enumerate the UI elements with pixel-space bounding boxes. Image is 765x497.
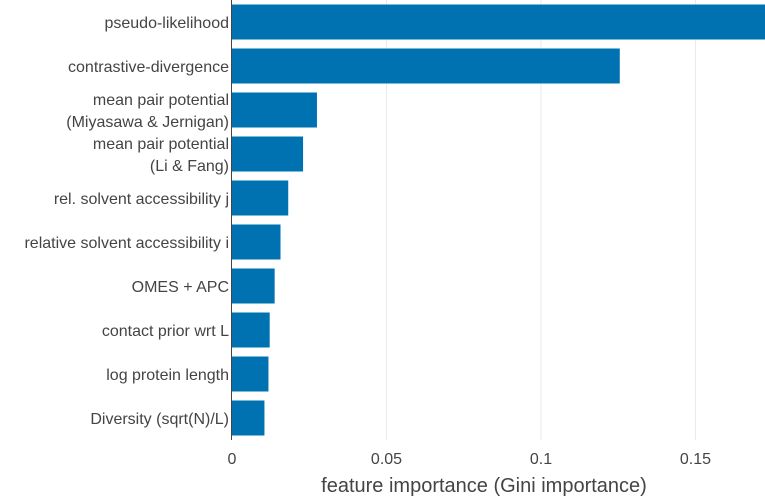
category-label: log protein length xyxy=(106,367,229,384)
category-label-line: mean pair potential xyxy=(93,92,229,109)
category-label: mean pair potential (Miyasawa & Jernigan) xyxy=(66,92,229,131)
bar xyxy=(232,136,304,172)
bar xyxy=(232,48,620,84)
x-tick-label: 0.1 xyxy=(530,451,552,468)
category-label-line: relative solvent accessibility i xyxy=(24,235,229,252)
category-label-line: (Li & Fang) xyxy=(150,158,229,175)
bar xyxy=(232,224,281,260)
category-label: contact prior wrt L xyxy=(102,323,229,340)
bar xyxy=(232,180,289,216)
category-label: mean pair potential (Li & Fang) xyxy=(93,136,229,175)
x-tick-label: 0 xyxy=(228,451,237,468)
x-tick-labels: 0 0.05 0.1 0.15 xyxy=(228,451,712,468)
category-labels: pseudo-likelihood contrastive-divergence m… xyxy=(24,15,229,428)
bar xyxy=(232,356,269,392)
category-label: rel. solvent accessibility j xyxy=(54,191,229,208)
bar xyxy=(232,92,317,128)
category-label-line: mean pair potential xyxy=(93,136,229,153)
x-axis-title: feature importance (Gini importance) xyxy=(321,475,647,497)
x-tick-label: 0.15 xyxy=(680,451,711,468)
x-tick-label: 0.05 xyxy=(371,451,402,468)
bar xyxy=(232,4,765,40)
category-label: contrastive-divergence xyxy=(68,59,229,76)
category-label-line: contrastive-divergence xyxy=(68,59,229,76)
category-label-line: (Miyasawa & Jernigan) xyxy=(66,114,229,131)
category-label-line: pseudo-likelihood xyxy=(104,15,229,32)
category-label: Diversity (sqrt(N)/L) xyxy=(90,411,229,428)
bar xyxy=(232,312,270,348)
category-label-line: Diversity (sqrt(N)/L) xyxy=(90,411,229,428)
category-label: relative solvent accessibility i xyxy=(24,235,229,252)
category-label: pseudo-likelihood xyxy=(104,15,229,32)
category-label-line: log protein length xyxy=(106,367,229,384)
bar xyxy=(232,400,265,436)
category-label: OMES + APC xyxy=(132,279,229,296)
bar xyxy=(232,268,275,304)
category-label-line: rel. solvent accessibility j xyxy=(54,191,229,208)
bars xyxy=(232,4,765,436)
category-label-line: contact prior wrt L xyxy=(102,323,229,340)
category-label-line: OMES + APC xyxy=(132,279,229,296)
